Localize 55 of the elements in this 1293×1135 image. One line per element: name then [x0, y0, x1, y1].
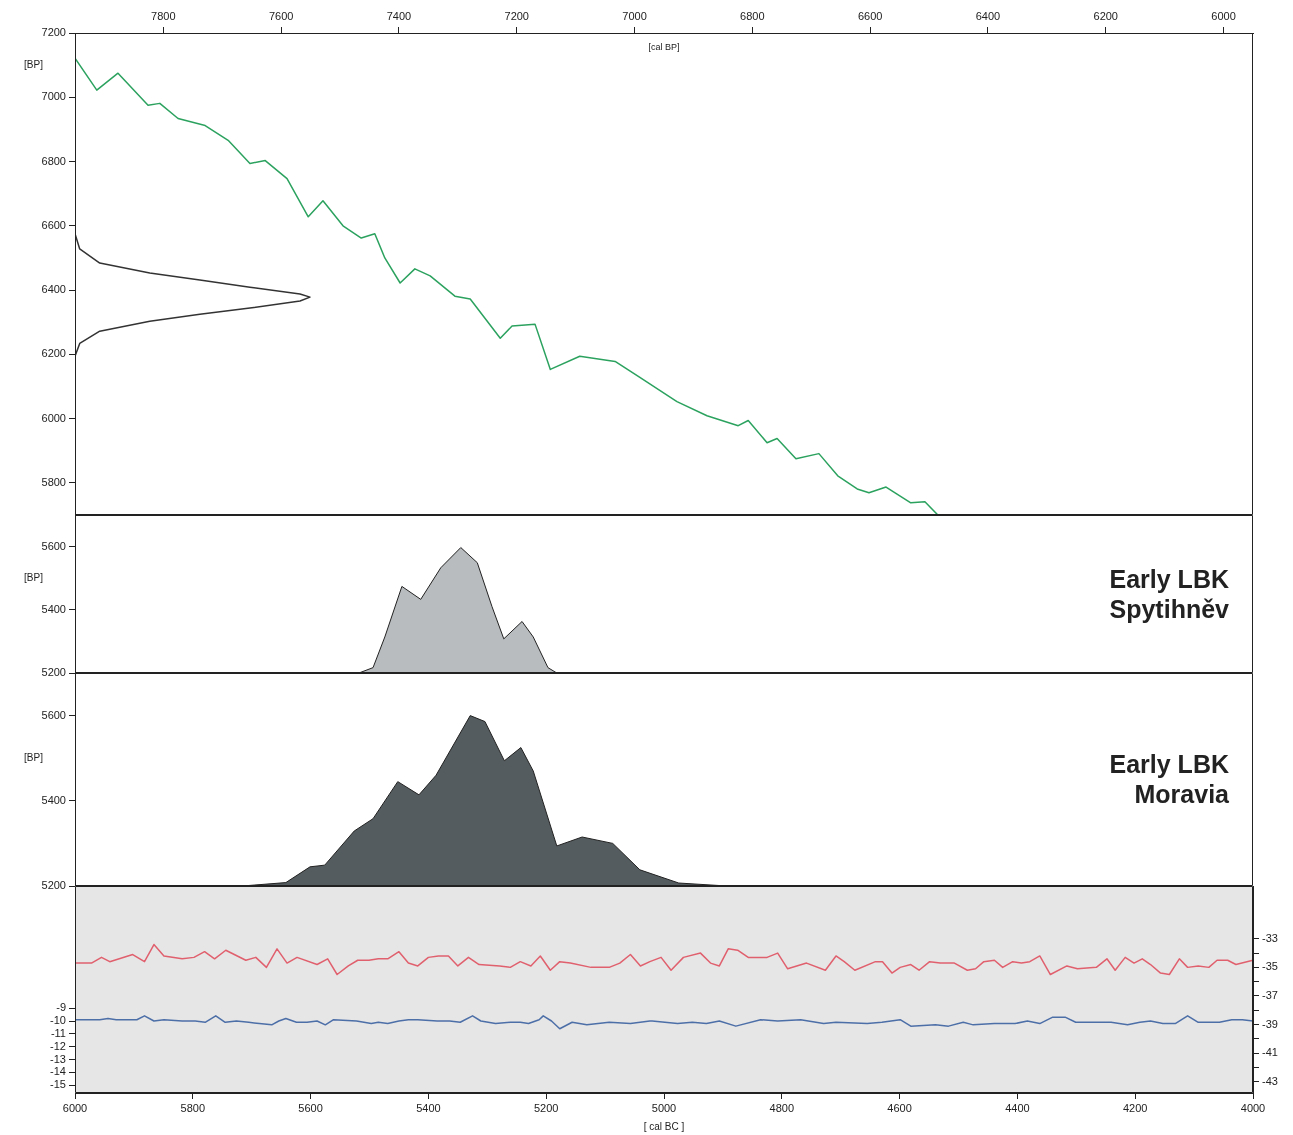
- y-tick-label: -10: [50, 1014, 66, 1027]
- x2-tick-label: 6800: [740, 10, 765, 23]
- x-tick-label: 5800: [180, 1101, 206, 1114]
- y-tick-label: 5600: [41, 708, 66, 721]
- x-tick-label: 4800: [769, 1101, 795, 1114]
- x-tick-label: 5000: [651, 1101, 677, 1114]
- y2-tick-label: -35: [1262, 960, 1278, 973]
- y-axis-title: [BP]: [24, 571, 44, 583]
- annotation: Early LBK Moravia: [1109, 750, 1231, 809]
- y-tick-label: 5200: [41, 879, 66, 892]
- x2-tick-label: 7800: [151, 10, 176, 23]
- x-axis-title: [ cal BC ]: [643, 1120, 685, 1132]
- y-tick-label: -13: [50, 1052, 66, 1065]
- y-tick-label: -9: [56, 1001, 66, 1014]
- y-tick-label: 6800: [41, 154, 66, 167]
- annotation: Early LBK Spytihněv: [1109, 564, 1230, 623]
- x-tick-label: 5600: [298, 1101, 323, 1114]
- y-tick-label: -15: [50, 1078, 66, 1091]
- x-tick-label: 4000: [1240, 1101, 1266, 1114]
- y2-tick-label: -33: [1262, 931, 1278, 944]
- y-tick-label: 5200: [41, 666, 66, 679]
- y2-tick-label: -43: [1262, 1074, 1278, 1087]
- x-tick-label: 6000: [62, 1101, 88, 1114]
- y-tick-label: 6600: [41, 218, 66, 231]
- x2-tick-label: 6200: [1093, 10, 1118, 23]
- x2-tick-label: 6400: [975, 10, 1001, 23]
- y2-tick-label: -39: [1262, 1017, 1278, 1030]
- y-tick-label: 6400: [41, 283, 66, 296]
- y-tick-label: 5400: [41, 793, 66, 806]
- x2-tick-label: 7600: [268, 10, 294, 23]
- x2-tick-label: 6000: [1211, 10, 1236, 23]
- y-tick-label: 5400: [41, 602, 66, 615]
- y-tick-label: 7200: [41, 26, 66, 39]
- y-tick-label: 6200: [41, 347, 66, 360]
- x2-axis-title: [cal BP]: [648, 41, 680, 52]
- y-tick-label: 7000: [41, 90, 66, 103]
- y-axis-title: [BP]: [24, 58, 44, 70]
- x-tick-label: 5400: [416, 1101, 441, 1114]
- y-tick-label: 5600: [41, 539, 66, 552]
- y2-tick-label: -41: [1262, 1046, 1278, 1059]
- x-tick-label: 4600: [887, 1101, 912, 1114]
- y-axis-title: [BP]: [24, 751, 44, 763]
- x2-tick-label: 7000: [622, 10, 647, 23]
- x-tick-label: 5200: [533, 1101, 559, 1114]
- y-tick-label: 5800: [41, 475, 66, 488]
- x-tick-label: 4200: [1122, 1101, 1148, 1114]
- y-tick-label: -12: [50, 1039, 66, 1052]
- y2-tick-label: -37: [1262, 988, 1278, 1001]
- x2-tick-label: 7400: [386, 10, 412, 23]
- x2-tick-label: 6600: [857, 10, 883, 23]
- y-tick-label: 6000: [41, 411, 66, 424]
- y-tick-label: -11: [50, 1026, 66, 1039]
- y-tick-label: -14: [50, 1065, 66, 1078]
- x-tick-label: 4400: [1005, 1101, 1030, 1114]
- x2-tick-label: 7200: [504, 10, 529, 23]
